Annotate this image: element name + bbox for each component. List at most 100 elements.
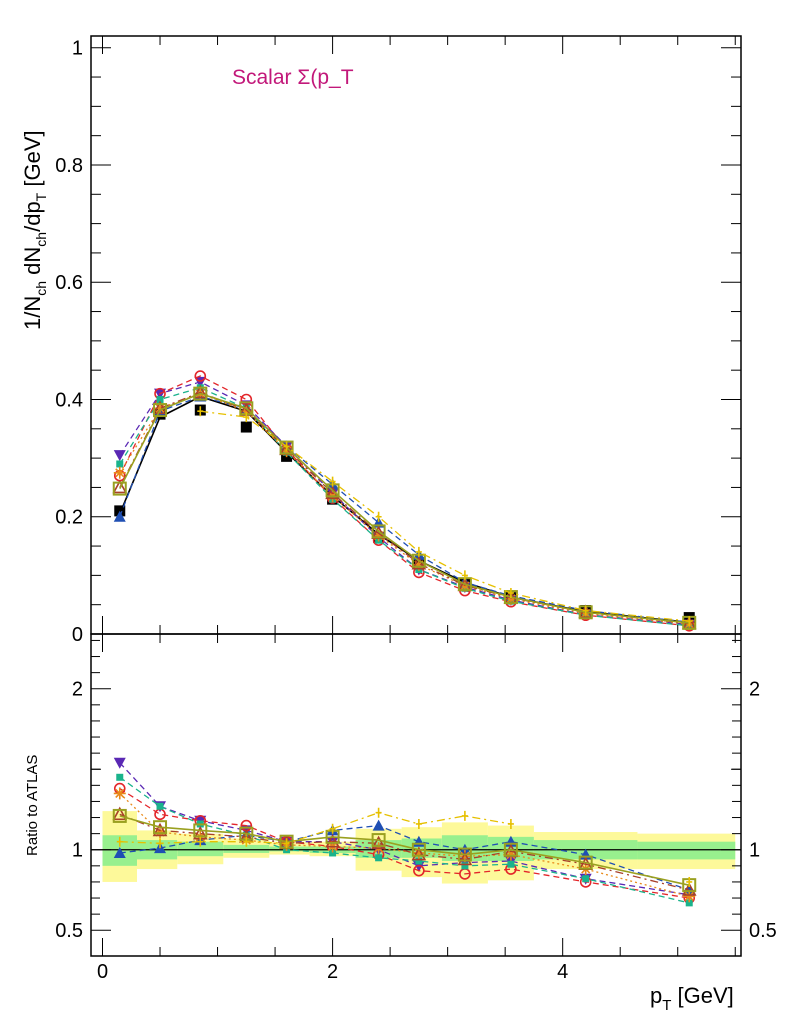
data-point-square-open-9 [503,842,518,857]
data-point-circle-open-7 [413,864,425,877]
top-y-tick-label-4: 0.8 [55,155,83,177]
data-point-triangle-up-open-0 [112,479,128,494]
band-green-2 [177,841,224,857]
ratio-series-line-3 [119,776,690,904]
data-point-plus-small-8 [461,810,468,821]
data-point-star-7 [412,558,425,571]
data-point-square-open-7 [411,842,426,857]
ratio-y-axis-label: Ratio to ATLAS [24,755,41,856]
data-point-star-1 [154,826,167,839]
data-point-square-open-10 [578,855,593,870]
top-series-line-4 [119,395,690,623]
top-series-line-9 [200,410,690,622]
data-point-square-filled-small-9 [507,860,515,868]
data-point-plus-small-10 [582,605,589,616]
data-point-triangle-up-open-5 [325,834,340,848]
top-y-tick-label-0: 0 [72,624,83,646]
data-point-star-0 [113,787,126,800]
data-point-plus-small-5 [329,823,336,834]
axis-tick-labels: 0 0.2 0.4 0.6 0.8 1 0.5 0.5 1 1 2 2 0 2 4 [55,38,777,983]
data-point-star-0 [113,466,126,479]
data-point-plus-small-4 [283,838,290,849]
top-series-9 [197,406,693,627]
data-point-square-open-2 [193,386,208,401]
top-series-6 [113,387,696,631]
x-axis-label: pT [GeV] [650,983,734,1014]
top-series-line-8 [119,392,690,624]
data-point-plus-small-2 [197,406,204,417]
data-point-triangle-down-filled-0 [113,757,126,769]
data-point-triangle-up-open-2 [192,384,208,399]
band-green-11 [637,841,736,860]
data-point-square-filled-small-10 [582,875,590,883]
top-panel-title: Scalar Σ(p_T [232,66,354,89]
data-point-triangle-up-filled-0 [113,510,126,522]
top-series-4 [113,390,696,628]
ratio-y-tick-label-left-1: 1 [72,840,83,862]
top-y-axis-label: 1/Nch dNch/dpT [GeV] [20,130,49,330]
data-point-square-open-6 [371,833,386,848]
ratio-plot-frame [90,633,742,957]
data-point-square-open-6 [371,524,386,539]
data-point-plus-small-0 [116,836,123,847]
top-series-0 [114,404,695,624]
top-y-tick-label-3: 0.6 [55,272,83,294]
data-point-triangle-up-open-1 [152,822,168,837]
ratio-series-line-1 [119,788,690,899]
data-point-square-filled-small-0 [116,773,124,781]
data-point-triangle-up-open-8 [457,851,473,866]
ratio-y-tick-label-left-0: 0.5 [55,920,83,942]
data-point-plus-small-7 [415,546,422,557]
data-point-circle-open-2 [194,370,207,382]
data-point-square-filled-small-1 [156,395,164,403]
data-point-square-open-1 [153,820,168,835]
data-point-plus-small-11 [686,616,693,627]
x-tick-label-1: 2 [327,961,338,983]
data-point-triangle-up-open-7 [411,846,427,861]
data-point-triangle-up-open-11 [681,882,697,896]
data-point-plus-small-7 [415,818,422,829]
data-point-square-filled-3 [240,421,252,433]
data-point-plus-small-3 [243,412,250,423]
data-point-triangle-up-open-1 [152,400,168,415]
data-point-star-11 [683,890,696,903]
ratio-series-6 [112,808,697,893]
ratio-y-tick-label-right-1: 1 [749,840,760,862]
top-series-line-1 [119,395,690,624]
data-point-triangle-up-filled-6 [372,819,385,831]
data-point-plus-small-9 [507,587,514,598]
ratio-series-line-0 [119,762,690,896]
top-series-8 [112,386,697,630]
top-series-line-6 [119,392,690,625]
data-point-triangle-up-open-6 [371,835,386,850]
data-point-square-open-2 [193,823,208,838]
top-series-line-7 [119,391,690,625]
ratio-series-group [112,757,697,907]
data-point-square-open-8 [457,847,472,862]
data-point-star-6 [372,529,385,542]
data-point-square-filled-small-11 [685,899,693,907]
data-point-star-7 [412,846,425,859]
data-point-square-filled-small-8 [461,862,469,870]
data-point-plus-small-9 [507,818,514,829]
data-point-square-open-0 [112,481,127,496]
top-series-1 [119,395,690,624]
data-point-square-open-0 [112,808,127,823]
top-series-5 [116,384,693,630]
data-point-star-9 [504,592,517,605]
top-y-tick-label-5: 1 [72,38,83,60]
data-point-triangle-up-open-7 [411,555,427,570]
data-point-plus-small-11 [686,876,693,887]
x-tick-label-0: 0 [97,961,108,983]
data-point-square-filled-small-7 [415,857,423,865]
top-series-line-5 [119,387,690,627]
data-point-plus-small-6 [375,807,382,818]
data-point-plus-small-4 [283,441,290,452]
top-series-7 [112,384,697,630]
ratio-y-tick-label-right-0: 0.5 [749,920,777,942]
band-green-3 [223,844,270,853]
x-tick-label-2: 4 [557,961,568,983]
ratio-series-7 [116,807,693,887]
data-point-square-filled-small-5 [329,849,337,857]
data-point-triangle-up-open-0 [112,806,128,821]
